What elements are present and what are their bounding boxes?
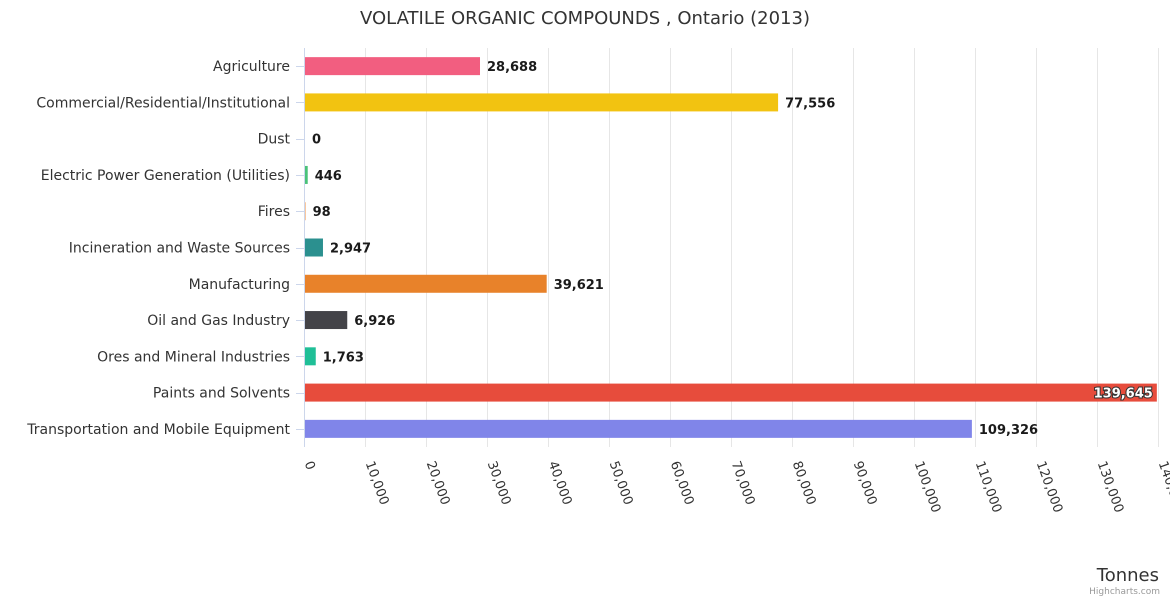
x-tick-label: 100,000 xyxy=(911,459,943,515)
data-label: 6,926 xyxy=(354,314,395,329)
x-tick-label: 20,000 xyxy=(423,459,453,507)
bar[interactable] xyxy=(305,419,972,438)
category-label: Oil and Gas Industry xyxy=(147,313,290,329)
bars xyxy=(305,57,1157,438)
bar[interactable] xyxy=(305,238,323,257)
x-tick-label: 90,000 xyxy=(850,459,880,507)
bar[interactable] xyxy=(305,274,547,293)
chart-title: VOLATILE ORGANIC COMPOUNDS , Ontario (20… xyxy=(360,8,810,29)
category-label: Fires xyxy=(258,204,290,220)
x-axis-title: Tonnes xyxy=(1096,565,1159,586)
category-label: Agriculture xyxy=(213,59,290,75)
category-label: Ores and Mineral Industries xyxy=(97,349,290,365)
data-label: 1,763 xyxy=(323,350,364,365)
data-label: 39,621 xyxy=(554,278,604,293)
data-label: 2,947 xyxy=(330,242,371,257)
bar[interactable] xyxy=(305,347,316,366)
x-tick-label: 30,000 xyxy=(484,459,514,507)
x-tick-label: 60,000 xyxy=(667,459,697,507)
bar[interactable] xyxy=(305,165,308,184)
gridlines xyxy=(304,48,1159,447)
x-tick-label: 130,000 xyxy=(1094,459,1126,515)
category-label: Electric Power Generation (Utilities) xyxy=(41,168,290,184)
data-label: 28,688 xyxy=(487,60,537,75)
x-tick-label: 10,000 xyxy=(362,459,392,507)
bar[interactable] xyxy=(305,311,348,330)
data-label: 77,556 xyxy=(785,96,835,111)
x-tick-label: 80,000 xyxy=(789,459,819,507)
bar[interactable] xyxy=(305,57,480,76)
category-label: Manufacturing xyxy=(189,277,290,293)
data-label: 0 xyxy=(312,133,321,148)
category-label: Transportation and Mobile Equipment xyxy=(26,422,290,438)
category-label: Paints and Solvents xyxy=(153,386,290,402)
category-label: Dust xyxy=(258,132,291,148)
x-tick-label: 120,000 xyxy=(1033,459,1065,515)
x-tick-label: 50,000 xyxy=(606,459,636,507)
category-labels: Agriculture Commercial/Residential/Instit… xyxy=(26,59,304,438)
data-labels: 28,688 77,556 0 446 98 2,947 39,621 6,926 1,763 1… xyxy=(312,60,1154,438)
x-tick-label: 110,000 xyxy=(972,459,1004,515)
data-label: 446 xyxy=(315,169,342,184)
category-label: Commercial/Residential/Institutional xyxy=(36,95,290,111)
data-label: 139,645 xyxy=(1094,387,1153,402)
x-tick-label: 0 xyxy=(301,459,318,472)
x-axis-ticks: 0 10,000 20,000 30,000 40,000 50,000 60,000 70,… xyxy=(301,459,1170,515)
x-tick-label: 40,000 xyxy=(545,459,575,507)
data-label: 109,326 xyxy=(979,423,1038,438)
bar[interactable] xyxy=(305,202,306,221)
bar[interactable] xyxy=(305,383,1157,402)
category-label: Incineration and Waste Sources xyxy=(69,241,290,257)
x-tick-label: 70,000 xyxy=(728,459,758,507)
x-tick-label: 140,000 xyxy=(1155,459,1170,515)
bar[interactable] xyxy=(305,93,779,112)
data-label: 98 xyxy=(313,205,331,220)
credits-link[interactable]: Highcharts.com xyxy=(1089,587,1160,597)
